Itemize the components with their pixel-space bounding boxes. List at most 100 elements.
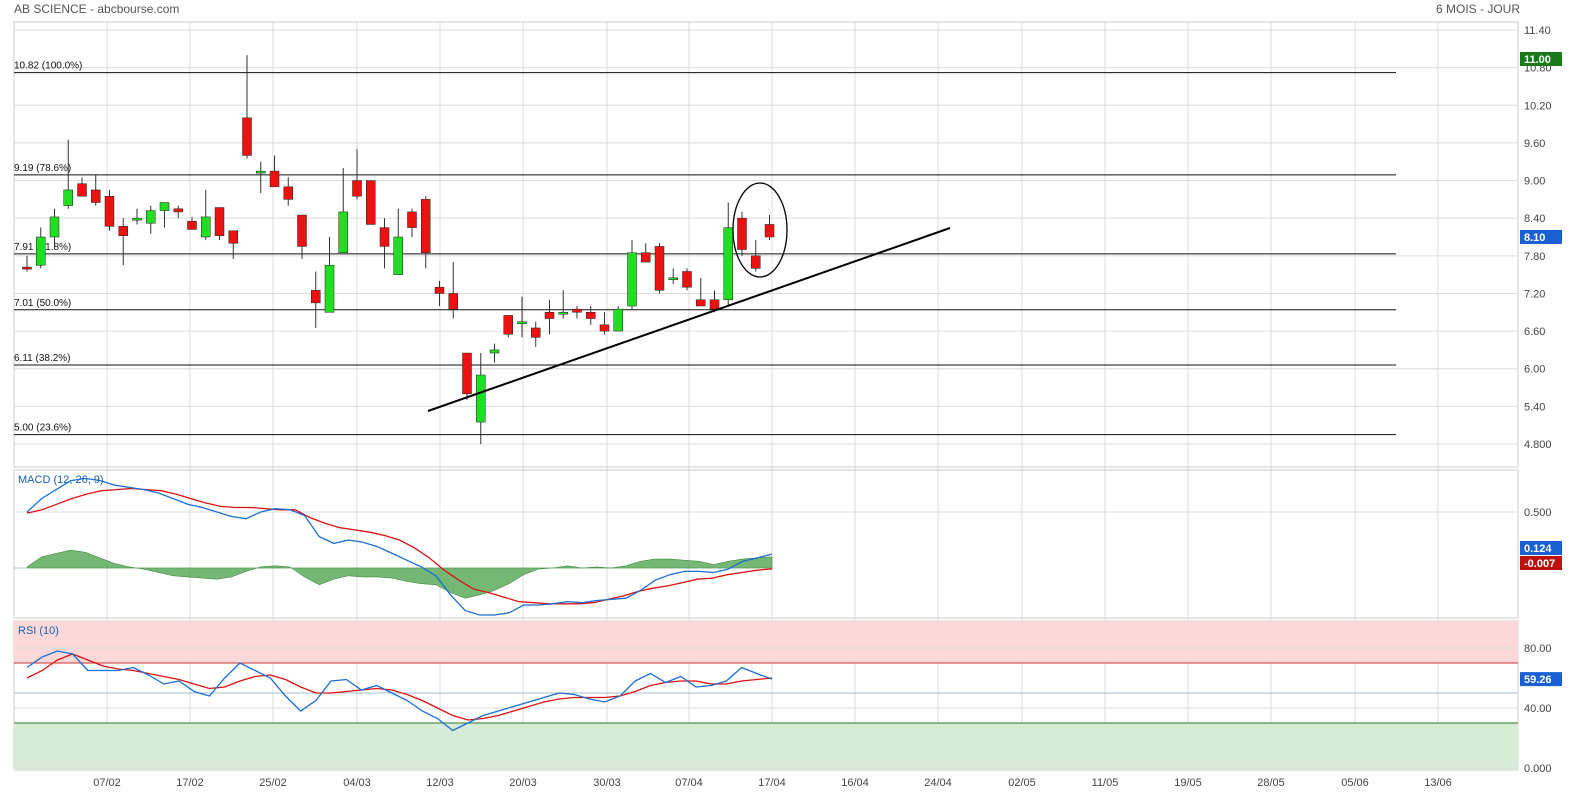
x-tick-label: 13/06 [1424, 777, 1452, 789]
candle-body [104, 195, 115, 227]
x-tick-label: 17/02 [176, 777, 204, 789]
candle-body [22, 266, 32, 270]
x-tick-label: 05/06 [1341, 777, 1369, 789]
fib-level-label: 7.01 (50.0%) [14, 298, 71, 309]
price-tick-label: 10.20 [1524, 100, 1552, 112]
candle-body [63, 189, 73, 206]
candle-body [242, 117, 252, 156]
rsi-title: RSI (10) [18, 625, 59, 637]
price-tick-label: 9.00 [1524, 176, 1545, 188]
candle-body [91, 189, 101, 203]
x-tick-label: 25/02 [259, 777, 287, 789]
candle-body [393, 236, 403, 275]
price-tick-label: 8.40 [1524, 213, 1545, 225]
candle-body [654, 246, 665, 291]
candle-body [613, 308, 623, 332]
candle-body [558, 312, 568, 315]
price-tick-label: 5.40 [1524, 401, 1545, 413]
candle-body [407, 211, 417, 228]
candle-body [696, 299, 706, 307]
rsi-overbought-zone [14, 621, 1518, 663]
candle-body [764, 224, 775, 238]
x-tick-label: 11/05 [1092, 777, 1119, 789]
candle-body [503, 315, 513, 335]
trendline [427, 227, 951, 412]
macd-value-badge [1520, 541, 1562, 555]
x-tick-label: 24/04 [924, 777, 952, 789]
macd-line [26, 477, 773, 616]
macd-value-label: 0.124 [1524, 543, 1552, 555]
fib-level-label: 6.11 (38.2%) [14, 353, 71, 364]
candle-body [173, 208, 183, 213]
signal-value-label: -0.007 [1524, 558, 1555, 570]
candle-body [737, 217, 747, 250]
macd-histogram [26, 549, 773, 599]
candle-body [434, 286, 445, 294]
period-label: 6 MOIS - JOUR [1435, 2, 1520, 16]
fib-level-label: 5.00 (23.6%) [14, 423, 71, 434]
macd-tick-label: 0.500 [1524, 507, 1552, 519]
price-tick-label: 6.00 [1524, 364, 1545, 376]
candle-body [572, 308, 582, 313]
macd-signal-line [26, 487, 773, 605]
rsi-tick-label: 40.00 [1524, 703, 1552, 715]
candle-body [118, 226, 128, 236]
x-tick-label: 12/03 [426, 777, 454, 789]
rsi-value-label: 59.26 [1524, 674, 1552, 686]
x-tick-label: 04/03 [343, 777, 371, 789]
macd-panel [13, 469, 1519, 619]
candle-body [366, 180, 376, 225]
candle-body [159, 202, 170, 211]
candle-body [297, 214, 307, 247]
macd-title: MACD (12, 26, 9) [18, 474, 104, 486]
x-tick-label: 16/04 [841, 777, 869, 789]
x-tick-label: 02/05 [1008, 777, 1036, 789]
price-tick-label: 6.60 [1524, 326, 1545, 338]
rsi-line [26, 650, 773, 732]
candle-body [476, 374, 486, 423]
x-tick-label: 30/03 [593, 777, 621, 789]
candle-body [489, 349, 500, 354]
candle-body [421, 199, 431, 253]
candle-body [723, 227, 733, 300]
candle-body [599, 324, 610, 332]
candle-body [709, 299, 720, 310]
candle-body [201, 216, 211, 238]
rsi-signal-line [26, 653, 773, 721]
candle-body [462, 352, 472, 395]
candle-body [256, 170, 266, 174]
price-panel [13, 21, 1519, 468]
fib-level-label: 10.82 (100.0%) [14, 61, 82, 72]
rsi-oversold-zone [14, 723, 1518, 770]
highlight-circle [732, 182, 788, 278]
x-tick-label: 20/03 [509, 777, 537, 789]
candle-body [214, 207, 225, 236]
candle-body [146, 210, 156, 224]
candle-body [269, 170, 280, 188]
x-tick-label: 07/02 [93, 777, 121, 789]
candle-body [668, 277, 678, 281]
x-tick-label: 07/04 [675, 777, 703, 789]
candle-body [544, 312, 555, 319]
x-tick-label: 19/05 [1174, 777, 1202, 789]
chart-title: AB SCIENCE - abcbourse.com [14, 2, 180, 16]
candle-body [682, 271, 692, 288]
candle-body [324, 264, 335, 313]
candle-body [36, 236, 46, 266]
rsi-value-badge [1520, 672, 1562, 687]
fib-level-label: 9.19 (78.6%) [14, 163, 71, 174]
price-tick-label: 9.60 [1524, 138, 1545, 150]
candle-body [517, 321, 527, 324]
last-price-label: 11.00 [1524, 54, 1551, 66]
candle-body [448, 293, 458, 310]
candle-body [49, 216, 60, 238]
candle-body [627, 252, 637, 307]
candle-body [311, 290, 321, 304]
x-tick-label: 28/05 [1257, 777, 1285, 789]
candle-body [751, 255, 761, 269]
price-tick-label: 4.800 [1524, 439, 1552, 451]
candle-body [132, 217, 142, 221]
price-tick-label: 7.80 [1524, 251, 1545, 263]
candle-body [338, 211, 348, 253]
